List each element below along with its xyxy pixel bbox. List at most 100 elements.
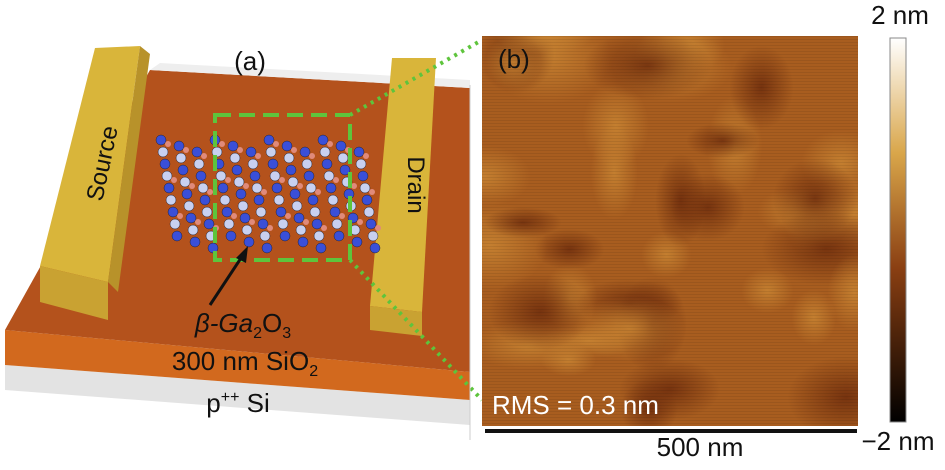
source-side	[108, 46, 150, 292]
superscript: ++	[221, 389, 240, 406]
atom	[201, 206, 213, 218]
atom	[253, 194, 265, 206]
atom	[333, 177, 339, 183]
atom	[315, 242, 327, 254]
atom	[287, 176, 299, 188]
text: p	[206, 388, 220, 418]
atom	[251, 182, 263, 194]
atom	[283, 152, 295, 164]
atom	[327, 194, 339, 206]
atom	[289, 188, 301, 200]
atom	[161, 170, 173, 182]
atom	[181, 188, 193, 200]
atom	[183, 200, 195, 212]
atom	[167, 206, 179, 218]
panel-label: (b)	[498, 44, 530, 74]
atom	[249, 219, 255, 225]
atom	[315, 189, 321, 195]
atom	[171, 177, 177, 183]
atom	[303, 170, 315, 182]
subscript: 3	[282, 325, 291, 342]
atom	[257, 218, 269, 230]
electrode-label: Drain	[402, 156, 429, 213]
atom	[321, 158, 333, 170]
scale-bar-label: 500 nm	[657, 432, 744, 462]
atom	[221, 206, 233, 218]
atom	[179, 176, 191, 188]
atom	[309, 153, 315, 159]
atom	[303, 219, 309, 225]
atom	[363, 153, 369, 159]
atom	[249, 170, 261, 182]
atom	[329, 206, 341, 218]
atom	[363, 206, 375, 218]
atom	[175, 152, 187, 164]
atom	[157, 146, 169, 158]
atom	[317, 134, 329, 146]
atom	[255, 206, 267, 218]
device	[5, 38, 484, 425]
atom	[291, 147, 297, 153]
atom	[351, 183, 357, 189]
atom	[265, 146, 277, 158]
atom	[227, 140, 239, 152]
oxide-side	[5, 330, 470, 400]
atom	[273, 141, 279, 147]
atom	[237, 200, 249, 212]
panel-label: (a)	[234, 46, 266, 76]
zoom-line	[349, 38, 483, 117]
atom	[219, 194, 231, 206]
atom	[281, 140, 293, 152]
atom	[339, 164, 351, 176]
atom	[223, 218, 235, 230]
atom	[273, 194, 285, 206]
atom	[169, 218, 181, 230]
drain-front	[370, 306, 422, 336]
atom	[185, 212, 197, 224]
atom	[319, 146, 331, 158]
atom	[311, 218, 323, 230]
arrow-head	[236, 246, 248, 263]
atom	[293, 212, 305, 224]
atom	[191, 146, 203, 158]
atom	[307, 194, 319, 206]
atom	[369, 242, 381, 254]
atom	[353, 146, 365, 158]
atom	[369, 189, 375, 195]
atom	[195, 170, 207, 182]
atom	[243, 236, 255, 248]
atom	[165, 194, 177, 206]
atom	[207, 189, 213, 195]
source-front	[40, 266, 108, 320]
atom	[219, 141, 225, 147]
atom	[339, 213, 345, 219]
atom	[331, 218, 343, 230]
zoom-box	[213, 113, 352, 262]
atom	[365, 218, 377, 230]
atom	[309, 206, 321, 218]
atom	[333, 230, 345, 242]
atom	[233, 176, 245, 188]
atom	[159, 158, 171, 170]
atom	[355, 158, 367, 170]
atom	[243, 183, 249, 189]
atom	[189, 183, 195, 189]
text: O	[262, 308, 282, 338]
substrate	[5, 365, 470, 425]
atom	[285, 164, 297, 176]
atom	[239, 212, 251, 224]
colorbar	[889, 37, 907, 423]
atom	[305, 182, 317, 194]
atom	[245, 146, 257, 158]
atom	[313, 230, 325, 242]
atom	[215, 170, 227, 182]
atom	[361, 194, 373, 206]
atom	[357, 219, 363, 225]
atom	[267, 158, 279, 170]
atom	[299, 146, 311, 158]
afm-image	[482, 36, 858, 426]
atom	[163, 182, 175, 194]
atom	[183, 147, 189, 153]
atom	[197, 182, 209, 194]
atom	[203, 218, 215, 230]
